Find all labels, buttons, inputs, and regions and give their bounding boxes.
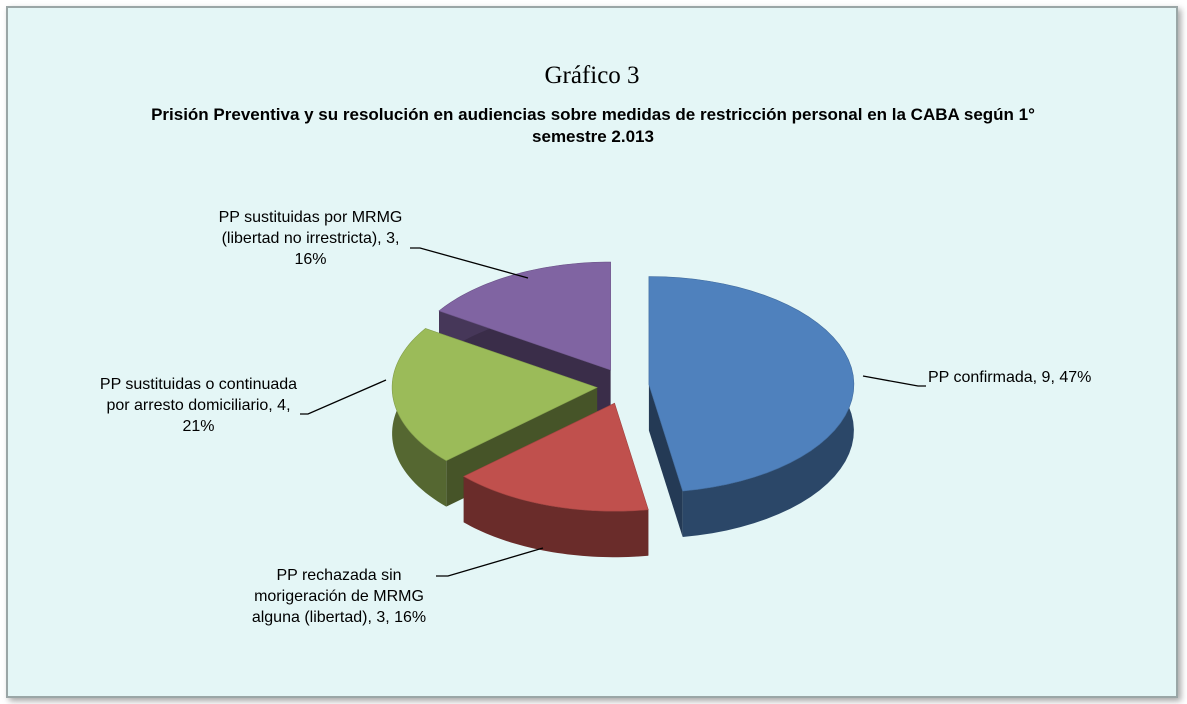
pie-slice <box>648 276 855 492</box>
leader-line <box>410 247 529 279</box>
chart-subtitle: Prisión Preventiva y su resolución en au… <box>151 105 1035 146</box>
leader-lines <box>300 247 926 577</box>
chart-title: Gráfico 3 <box>544 62 640 89</box>
pie <box>391 261 855 558</box>
data-label: PP sustituidas o continuada por arresto … <box>99 376 298 435</box>
pie-slice <box>391 328 598 461</box>
leader-line <box>300 379 387 415</box>
data-label: PP rechazada sin morigeración de MRMG al… <box>251 567 427 626</box>
pie-slice <box>438 261 611 371</box>
leader-line <box>436 547 544 577</box>
chart <box>300 247 926 577</box>
pie-slice <box>463 402 649 512</box>
leader-line <box>862 375 926 387</box>
data-label: PP sustituidas por MRMG (libertad no irr… <box>218 209 403 268</box>
slice-side <box>463 476 649 558</box>
slice-edge <box>648 384 683 538</box>
data-label: PP confirmada, 9, 47% <box>928 369 1092 386</box>
chart-frame: Gráfico 3 Prisión Preventiva y su resolu… <box>6 6 1178 698</box>
